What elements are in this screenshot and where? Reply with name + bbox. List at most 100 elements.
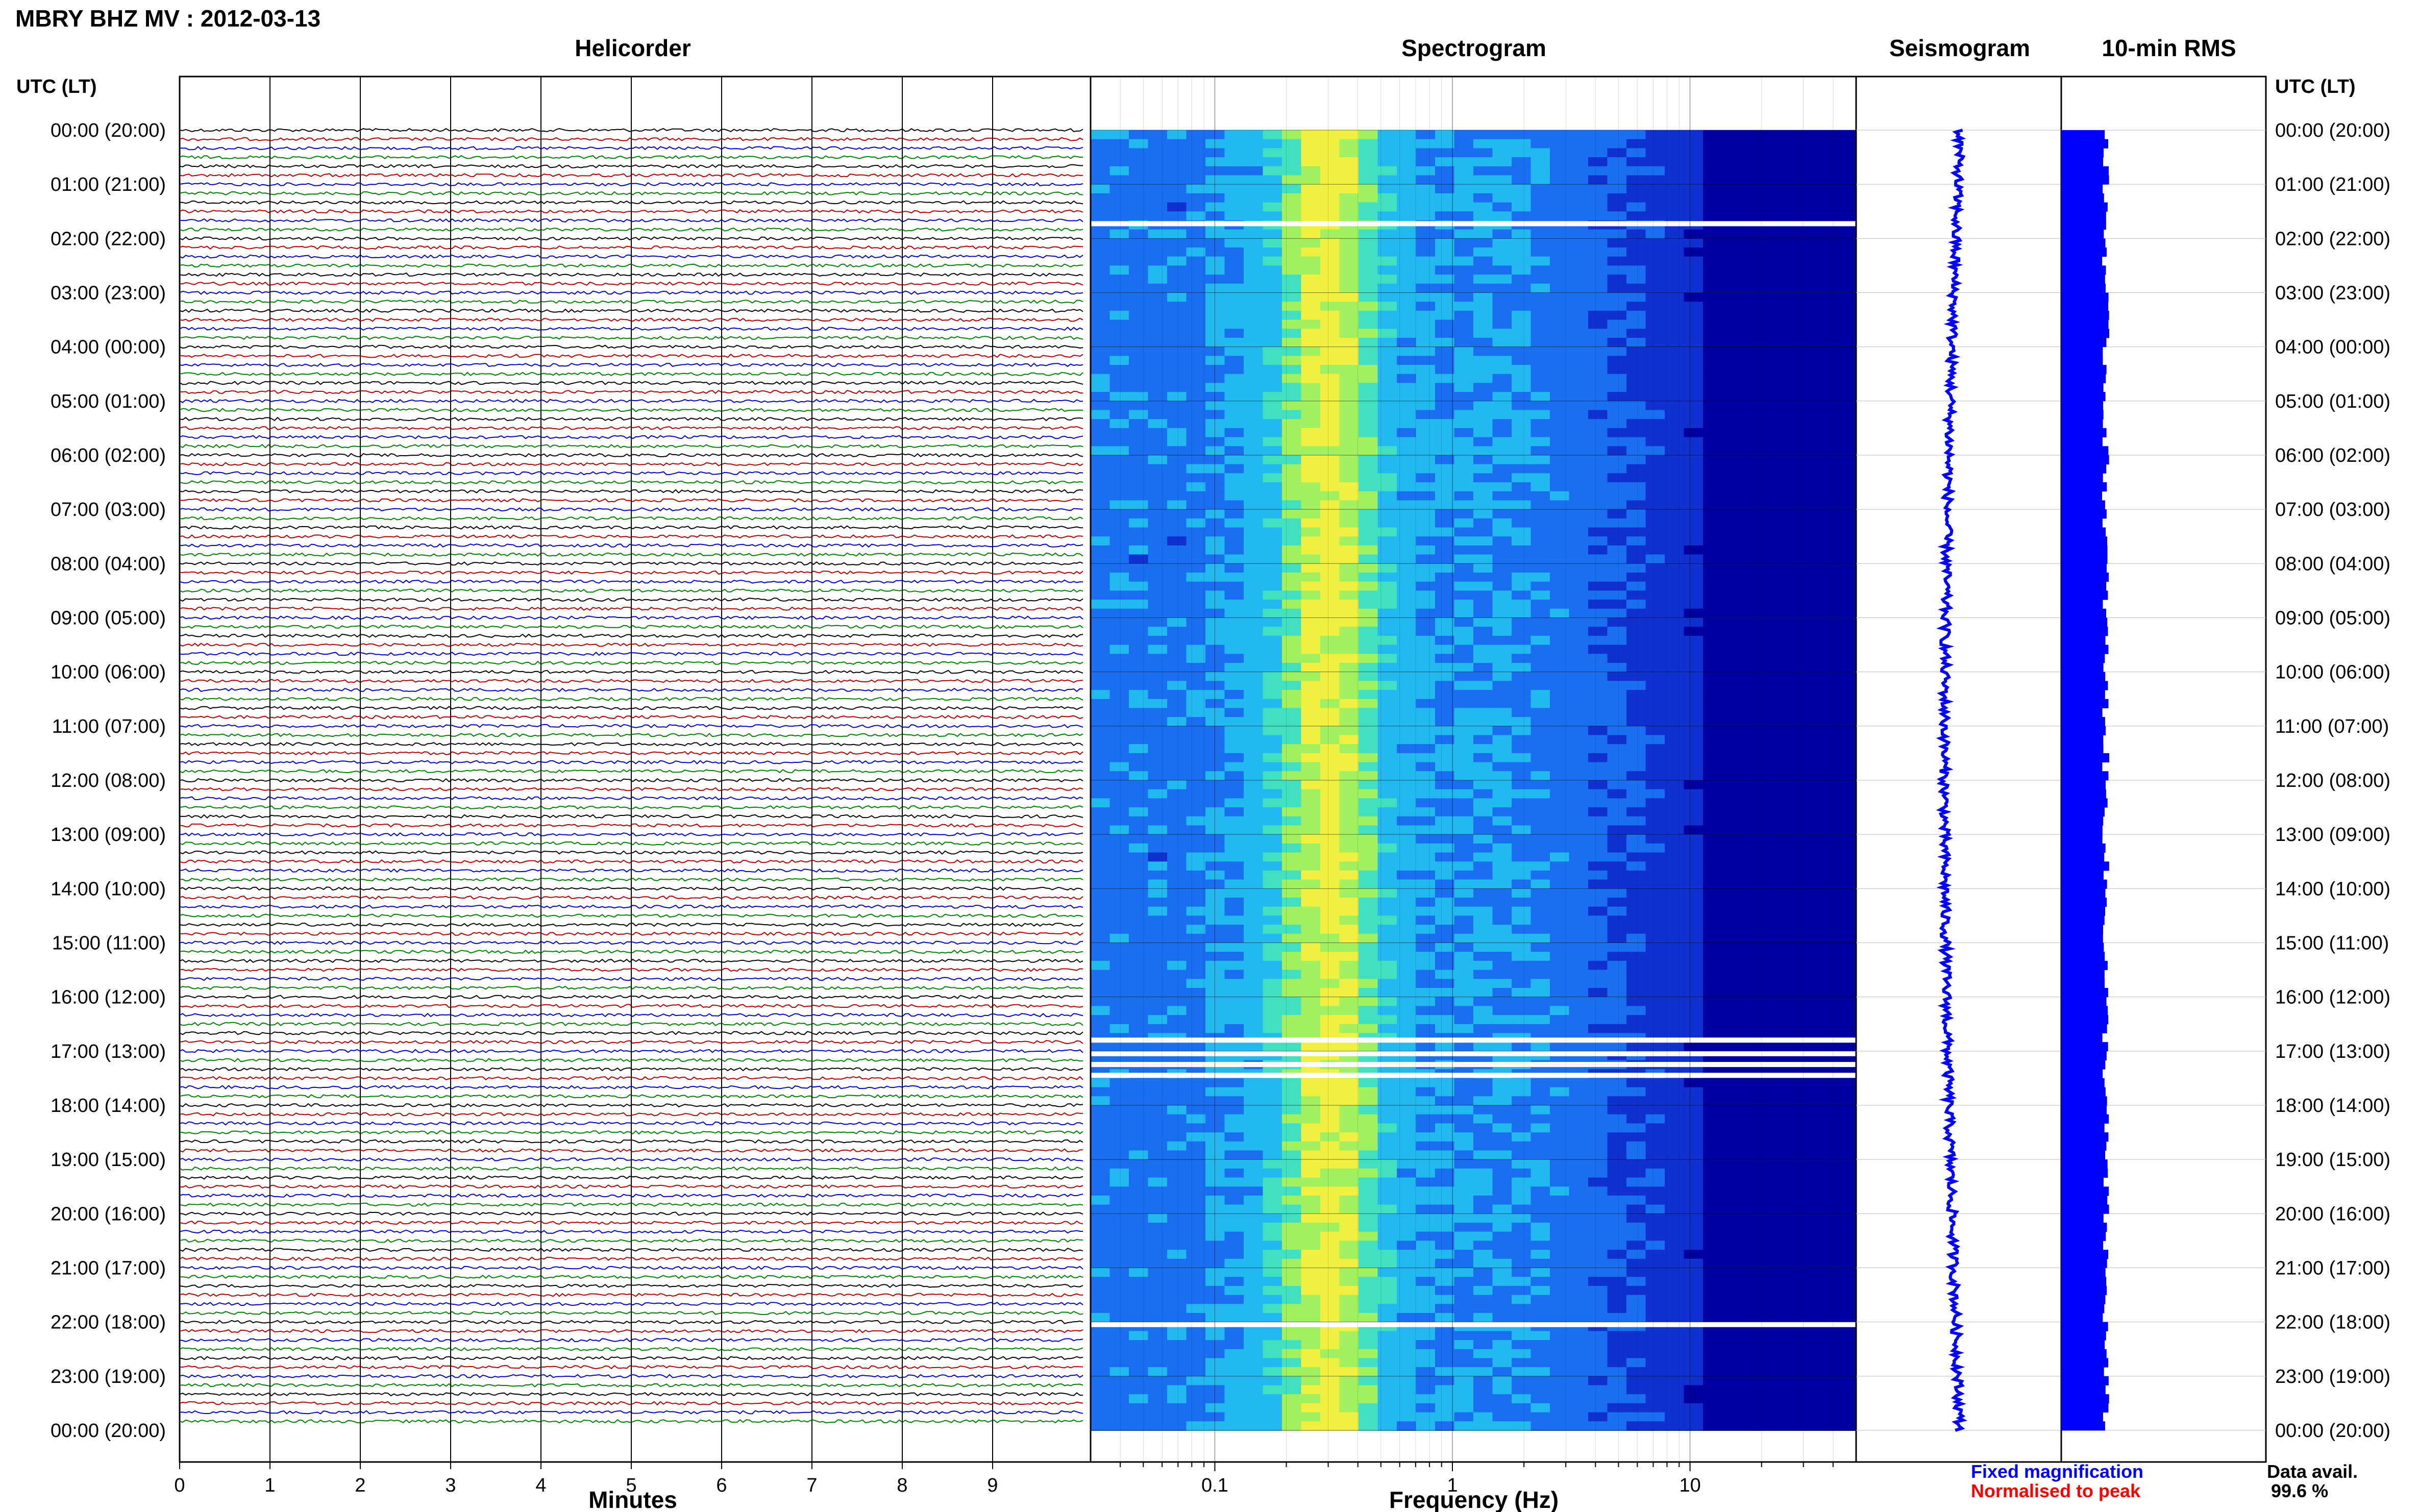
spectrogram-cell bbox=[1703, 717, 1723, 727]
spectrogram-cell bbox=[1282, 906, 1302, 916]
spectrogram-cell bbox=[1645, 536, 1665, 546]
spectrogram-cell bbox=[1263, 509, 1282, 519]
spectrogram-cell bbox=[1818, 617, 1838, 628]
spectrogram-cell bbox=[1684, 870, 1704, 880]
spectrogram-cell bbox=[1645, 247, 1665, 257]
spectrogram-cell bbox=[1359, 573, 1378, 582]
spectrogram-cell bbox=[1129, 843, 1149, 853]
spectrogram-cell bbox=[1167, 635, 1187, 646]
spectrogram-cell bbox=[1205, 139, 1225, 149]
spectrogram-cell bbox=[1339, 789, 1359, 799]
spectrogram-cell bbox=[1798, 600, 1818, 609]
spectrogram-cell bbox=[1722, 1177, 1742, 1187]
spectrogram-cell bbox=[1837, 960, 1857, 971]
spectrogram-cell bbox=[1645, 879, 1665, 889]
spectrogram-cell bbox=[1588, 419, 1608, 429]
spectrogram-cell bbox=[1205, 915, 1225, 926]
spectrogram-cell bbox=[1569, 933, 1589, 944]
spectrogram-cell bbox=[1626, 1096, 1646, 1106]
spectrogram-cell bbox=[1091, 265, 1110, 276]
spectrogram-cell bbox=[1224, 581, 1244, 591]
spectrogram-cell bbox=[1224, 329, 1244, 338]
spectrogram-cell bbox=[1607, 310, 1627, 320]
spectrogram-cell bbox=[1588, 852, 1608, 862]
spectrogram-cell bbox=[1607, 1150, 1627, 1160]
spectrogram-cell bbox=[1320, 581, 1340, 591]
spectrogram-cell bbox=[1492, 590, 1512, 601]
spectrogram-cell bbox=[1607, 545, 1627, 555]
spectrogram-cell bbox=[1722, 617, 1742, 628]
spectrogram-cell bbox=[1282, 211, 1302, 221]
spectrogram-cell bbox=[1224, 383, 1244, 393]
spectrogram-cell bbox=[1588, 211, 1608, 221]
spectrogram-cell bbox=[1320, 464, 1340, 474]
spectrogram-cell bbox=[1148, 175, 1168, 185]
spectrogram-cell bbox=[1492, 157, 1512, 167]
spectrogram-cell bbox=[1109, 617, 1129, 628]
spectrogram-cell bbox=[1665, 699, 1685, 709]
spectrogram-cell bbox=[1109, 1006, 1129, 1016]
spectrogram-cell bbox=[1244, 933, 1264, 944]
spectrogram-cell bbox=[1244, 473, 1264, 483]
spectrogram-cell bbox=[1377, 906, 1397, 916]
spectrogram-cell bbox=[1148, 346, 1168, 357]
spectrogram-cell bbox=[1263, 1114, 1282, 1124]
spectrogram-cell bbox=[1512, 681, 1532, 691]
spectrogram-cell bbox=[1741, 527, 1761, 537]
spectrogram-cell bbox=[1377, 1114, 1397, 1124]
spectrogram-cell bbox=[1109, 1096, 1129, 1106]
spectrogram-cell bbox=[1205, 834, 1225, 844]
spectrogram-cell bbox=[1320, 365, 1340, 375]
spectrogram-cell bbox=[1473, 690, 1493, 700]
spectrogram-cell bbox=[1244, 608, 1264, 618]
spectrogram-cell bbox=[1492, 428, 1512, 438]
spectrogram-cell bbox=[1588, 780, 1608, 790]
spectrogram-cell bbox=[1512, 581, 1532, 591]
spectrogram-cell bbox=[1454, 906, 1474, 916]
spectrogram-cell bbox=[1454, 861, 1474, 871]
spectrogram-cell bbox=[1435, 175, 1455, 185]
spectrogram-cell bbox=[1091, 843, 1110, 853]
spectrogram-cell bbox=[1359, 627, 1378, 636]
spectrogram-cell bbox=[1626, 789, 1646, 799]
spectrogram-cell bbox=[1109, 1204, 1129, 1214]
spectrogram-cell bbox=[1569, 843, 1589, 853]
spectrogram-cell bbox=[1798, 1150, 1818, 1160]
spectrogram-cell bbox=[1129, 229, 1149, 239]
spectrogram-cell bbox=[1435, 148, 1455, 158]
spectrogram-cell bbox=[1665, 672, 1685, 682]
spectrogram-cell bbox=[1377, 473, 1397, 483]
spectrogram-cell bbox=[1473, 175, 1493, 185]
spectrogram-cell bbox=[1091, 1015, 1110, 1025]
spectrogram-cell bbox=[1665, 1087, 1685, 1097]
spectrogram-cell bbox=[1626, 509, 1646, 519]
spectrogram-cell bbox=[1665, 825, 1685, 835]
spectrogram-cell bbox=[1473, 247, 1493, 257]
spectrogram-cell bbox=[1167, 988, 1187, 998]
spectrogram-cell bbox=[1760, 184, 1780, 194]
spectrogram-cell bbox=[1473, 211, 1493, 221]
spectrogram-cell bbox=[1454, 1123, 1474, 1133]
spectrogram-cell bbox=[1550, 392, 1570, 402]
spectrogram-cell bbox=[1492, 365, 1512, 375]
spectrogram-cell bbox=[1263, 690, 1282, 700]
spectrogram-cell bbox=[1109, 446, 1129, 456]
spectrogram-cell bbox=[1435, 292, 1455, 303]
spectrogram-cell bbox=[1760, 1150, 1780, 1160]
spectrogram-cell bbox=[1359, 482, 1378, 492]
spectrogram-cell bbox=[1531, 356, 1550, 366]
spectrogram-cell bbox=[1722, 346, 1742, 357]
spectrogram-cell bbox=[1186, 663, 1206, 673]
spectrogram-cell bbox=[1320, 518, 1340, 528]
spectrogram-cell bbox=[1780, 346, 1799, 357]
spectrogram-cell bbox=[1703, 1078, 1723, 1088]
spectrogram-cell bbox=[1607, 735, 1627, 745]
spectrogram-cell bbox=[1780, 816, 1799, 826]
spectrogram-cell bbox=[1186, 925, 1206, 934]
spectrogram-cell bbox=[1320, 1132, 1340, 1142]
spectrogram-cell bbox=[1148, 1006, 1168, 1016]
spectrogram-cell bbox=[1837, 193, 1857, 203]
spectrogram-cell bbox=[1320, 952, 1340, 961]
spectrogram-cell bbox=[1397, 645, 1417, 655]
spectrogram-cell bbox=[1129, 780, 1149, 790]
